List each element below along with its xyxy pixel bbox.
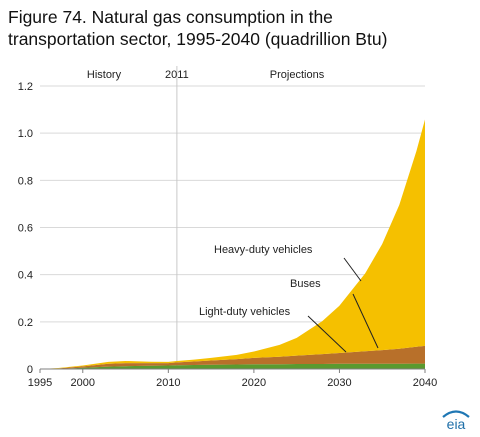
y-tick-label: 1.2 bbox=[18, 81, 33, 93]
eia-logo: eia bbox=[442, 410, 470, 432]
y-tick-label: 0 bbox=[27, 364, 33, 376]
area-buses bbox=[40, 345, 425, 369]
axes: 0 0.2 0.4 0.6 0.8 1.0 1.2 1995 2000 2010 2020 2030 2… bbox=[18, 81, 438, 389]
leader-line bbox=[307, 315, 347, 353]
eia-logo-text: eia bbox=[447, 416, 466, 432]
series-label-light-duty-vehicles: Light-duty vehicles bbox=[199, 306, 291, 318]
area-light-duty-vehicles bbox=[40, 363, 425, 369]
annotations: History 2011 Projections Heavy-duty vehicle… bbox=[87, 69, 379, 353]
y-tick-label: 0.2 bbox=[18, 317, 33, 329]
history-label: History bbox=[87, 69, 122, 81]
leader-line bbox=[343, 257, 362, 282]
leader-line bbox=[352, 293, 379, 349]
chart-title-line1: Figure 74. Natural gas consumption in th… bbox=[8, 7, 333, 27]
x-tick-label: 1995 bbox=[28, 377, 52, 389]
chart-title-line2: transportation sector, 1995-2040 (quadri… bbox=[8, 29, 388, 49]
x-tick-label: 2000 bbox=[71, 377, 95, 389]
y-tick-label: 0.8 bbox=[18, 175, 33, 187]
series-label-heavy-duty-vehicles: Heavy-duty vehicles bbox=[214, 244, 313, 256]
y-tick-label: 0.6 bbox=[18, 223, 33, 235]
area-series bbox=[40, 119, 425, 369]
divider-year-label: 2011 bbox=[165, 69, 189, 81]
projections-label: Projections bbox=[270, 69, 325, 81]
x-tick-label: 2040 bbox=[413, 377, 437, 389]
x-tick-label: 2030 bbox=[327, 377, 351, 389]
x-tick-label: 2010 bbox=[156, 377, 180, 389]
chart-title: Figure 74. Natural gas consumption in th… bbox=[8, 6, 448, 50]
y-tick-label: 1.0 bbox=[18, 128, 33, 140]
series-label-buses: Buses bbox=[290, 278, 321, 290]
y-tick-label: 0.4 bbox=[18, 270, 33, 282]
area-heavy-duty-vehicles bbox=[40, 119, 425, 369]
x-tick-label: 2020 bbox=[242, 377, 266, 389]
